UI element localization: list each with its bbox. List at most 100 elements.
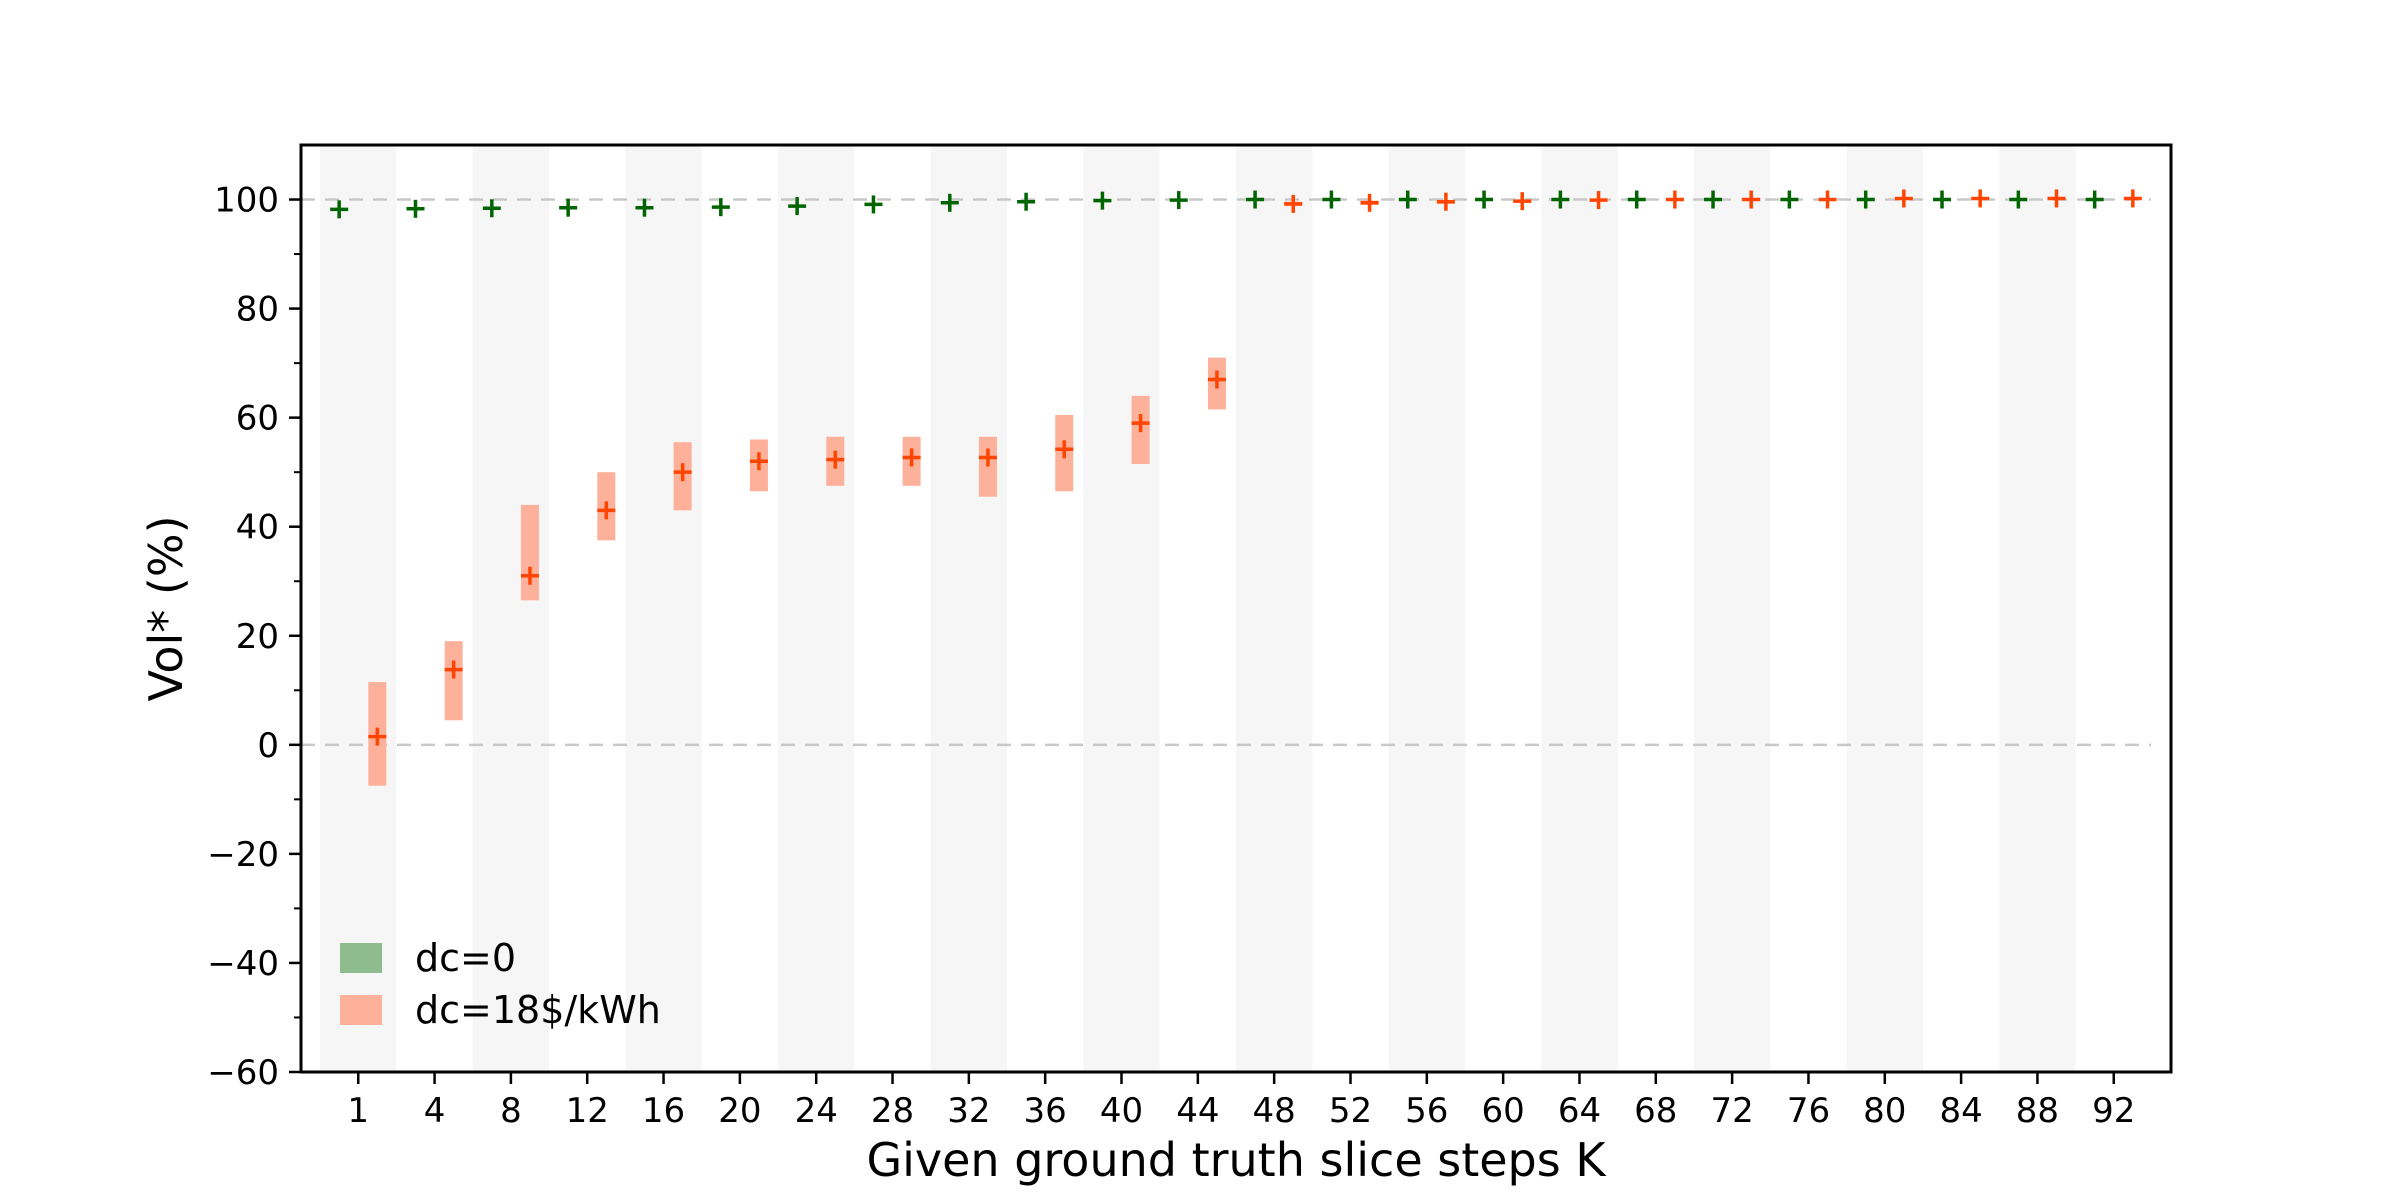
- x-tick-label: 12: [566, 1091, 609, 1131]
- x-tick-label: 24: [795, 1091, 838, 1131]
- x-tick-label: 8: [500, 1091, 522, 1131]
- data-point: [1742, 190, 1761, 209]
- data-point: [788, 197, 807, 216]
- data-point: [1971, 189, 1990, 208]
- data-point: [2085, 190, 2104, 209]
- data-point: [1436, 192, 1455, 211]
- y-tick-label: −60: [207, 1053, 279, 1093]
- x-tick-label: 44: [1176, 1091, 1219, 1131]
- data-point: [1665, 190, 1684, 209]
- y-tick-label: 0: [257, 726, 279, 766]
- data-point: [1818, 190, 1837, 209]
- data-point: [1933, 190, 1952, 209]
- x-axis-label: Given ground truth slice steps K: [866, 1133, 1607, 1187]
- range-patch: [520, 504, 539, 601]
- data-point: [826, 450, 845, 469]
- x-tick-label: 52: [1329, 1091, 1372, 1131]
- legend-swatch: [340, 943, 382, 973]
- x-tick-label: 64: [1558, 1091, 1601, 1131]
- category-band: [1693, 145, 1771, 1072]
- plot-frame: [299, 143, 2173, 1074]
- data-point: [635, 198, 654, 217]
- y-tick-label: 40: [236, 508, 279, 548]
- data-point: [444, 660, 463, 679]
- data-point: [368, 727, 387, 746]
- data-point: [864, 195, 883, 214]
- x-tick-label: 60: [1482, 1091, 1525, 1131]
- legend-entry: dc=18$/kWh: [340, 988, 661, 1032]
- data-point: [673, 463, 692, 482]
- data-point: [1551, 190, 1570, 209]
- x-tick-label: 36: [1024, 1091, 1067, 1131]
- x-tick-label: 1: [347, 1091, 369, 1131]
- x-tick-label: 88: [2016, 1091, 2059, 1131]
- data-point: [597, 501, 616, 520]
- legend-label: dc=18$/kWh: [415, 988, 661, 1032]
- y-tick-label: −40: [207, 944, 279, 984]
- data-point: [1284, 194, 1303, 213]
- x-axis: 1 4 8 12 16 20 24 28 32 36 40 44 48 52 56 60 64 68 72 76 80 8…: [347, 1072, 2135, 1131]
- category-band: [1846, 145, 1923, 1072]
- data-point: [406, 199, 425, 218]
- data-point: [1704, 190, 1723, 209]
- y-tick-label: −20: [207, 835, 279, 875]
- data-point: [1513, 192, 1532, 211]
- data-point: [902, 448, 921, 467]
- data-point: [482, 199, 501, 218]
- x-tick-label: 92: [2092, 1091, 2135, 1131]
- data-point: [559, 198, 578, 217]
- data-point: [1055, 440, 1074, 459]
- category-band: [1999, 145, 2076, 1072]
- data-point: [749, 452, 768, 471]
- data-point: [1589, 191, 1608, 210]
- x-tick-label: 56: [1405, 1091, 1448, 1131]
- legend: dc=0 dc=18$/kWh: [340, 936, 661, 1032]
- data-point: [2047, 189, 2066, 208]
- x-tick-label: 48: [1253, 1091, 1296, 1131]
- category-band: [778, 145, 855, 1072]
- data-point: [1475, 190, 1494, 209]
- data-point: [978, 448, 997, 467]
- data-point: [1017, 192, 1036, 211]
- data-point: [1780, 190, 1799, 209]
- data-point: [1131, 414, 1150, 433]
- legend-label: dc=0: [415, 936, 516, 980]
- data-point: [711, 198, 730, 217]
- x-tick-label: 80: [1863, 1091, 1906, 1131]
- category-band: [1541, 145, 1618, 1072]
- category-band: [625, 145, 702, 1072]
- data-point: [1894, 189, 1913, 208]
- x-tick-label: 28: [871, 1091, 914, 1131]
- data-point: [1169, 191, 1188, 210]
- category-band: [930, 145, 1008, 1072]
- marker-layer: [330, 189, 2142, 746]
- data-point: [1246, 190, 1265, 209]
- category-band: [1388, 145, 1465, 1072]
- data-point: [1322, 190, 1341, 209]
- category-band: [1236, 145, 1313, 1072]
- range-patch: [978, 436, 997, 497]
- data-point: [1360, 193, 1379, 212]
- x-tick-label: 20: [718, 1091, 761, 1131]
- data-point: [1856, 190, 1875, 209]
- x-tick-label: 84: [1939, 1091, 1982, 1131]
- reference-line-layer: [301, 198, 2151, 747]
- x-tick-label: 68: [1634, 1091, 1677, 1131]
- data-point: [2009, 190, 2028, 209]
- data-point: [940, 193, 959, 212]
- y-axis-label: Vol* (%): [139, 515, 193, 701]
- legend-entry: dc=0: [340, 936, 516, 980]
- data-point: [520, 566, 539, 585]
- data-point: [1093, 191, 1112, 210]
- data-point: [1207, 370, 1226, 389]
- data-point: [1398, 190, 1417, 209]
- y-axis: −60 −40 −20 0 20 40 60 80 100: [207, 181, 301, 1093]
- x-tick-label: 76: [1787, 1091, 1830, 1131]
- x-tick-label: 32: [947, 1091, 990, 1131]
- range-patch: [444, 641, 463, 721]
- data-point: [2123, 189, 2142, 208]
- x-tick-label: 72: [1710, 1091, 1753, 1131]
- category-band: [1083, 145, 1160, 1072]
- y-tick-label: 80: [236, 290, 279, 330]
